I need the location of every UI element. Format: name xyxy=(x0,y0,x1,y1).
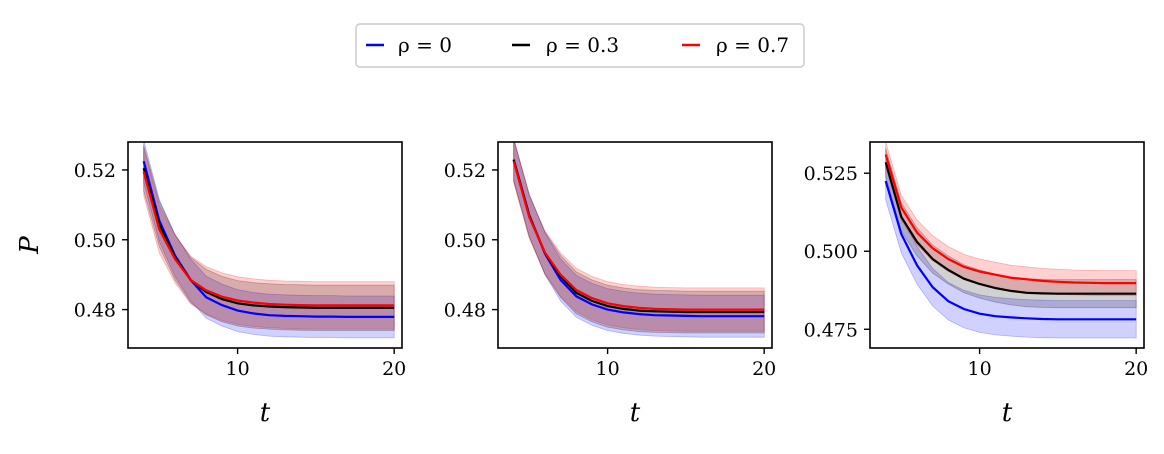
legend: ρ = 0 ρ = 0.3 ρ = 0.7 xyxy=(355,23,805,68)
y-tick-label: 0.50 xyxy=(74,230,116,252)
x-axis-label: t xyxy=(260,398,271,428)
panel-1: 10 20 0.48 0.50 0.52 t P xyxy=(15,141,406,428)
x-axis-label: t xyxy=(630,398,641,428)
band-series-0 xyxy=(885,162,1137,339)
y-tick-label: 0.52 xyxy=(444,160,486,182)
band-series-2 xyxy=(143,147,395,330)
y-tick-label: 0.50 xyxy=(444,230,486,252)
x-tick-label: 10 xyxy=(968,358,992,380)
x-tick-label: 10 xyxy=(226,358,250,380)
axes-frame xyxy=(127,141,403,349)
panel-3: 10 20 0.475 0.500 0.525 t xyxy=(804,141,1148,428)
x-axis-label: t xyxy=(1002,398,1013,428)
y-tick-label: 0.525 xyxy=(804,163,858,185)
legend-label-rho-0.3: ρ = 0.3 xyxy=(546,33,619,57)
line-series-1 xyxy=(884,161,1137,295)
line-series-2 xyxy=(512,160,765,311)
line-series-2 xyxy=(884,154,1137,285)
y-tick-label: 0.48 xyxy=(444,300,486,322)
x-tick-label: 10 xyxy=(596,358,620,380)
y-tick-label: 0.475 xyxy=(804,319,858,341)
line-series-0 xyxy=(884,180,1137,321)
legend-label-rho-0: ρ = 0 xyxy=(398,33,452,57)
y-tick-label: 0.48 xyxy=(74,300,116,322)
y-tick-label: 0.500 xyxy=(804,241,858,263)
legend-label-rho-0.7: ρ = 0.7 xyxy=(716,33,789,57)
plot-area xyxy=(512,142,765,338)
plot-area xyxy=(884,142,1137,339)
x-tick-label: 20 xyxy=(382,358,406,380)
band-series-0 xyxy=(513,142,765,338)
y-axis-label: P xyxy=(15,236,45,255)
panels: 10 20 0.48 0.50 0.52 t P 10 20 0.48 0.50 0.52 t 10 20 0… xyxy=(15,141,1148,428)
plot-area xyxy=(142,142,395,339)
panel-2: 10 20 0.48 0.50 0.52 t xyxy=(444,141,776,428)
band-series-1 xyxy=(885,148,1137,309)
line-series-2 xyxy=(142,171,395,307)
band-series-0 xyxy=(143,142,395,339)
band-series-1 xyxy=(143,145,395,331)
band-series-2 xyxy=(513,142,765,332)
axes-frame xyxy=(497,141,773,349)
line-series-0 xyxy=(512,159,765,318)
x-tick-label: 20 xyxy=(1124,358,1148,380)
x-tick-label: 20 xyxy=(752,358,776,380)
y-tick-label: 0.52 xyxy=(74,160,116,182)
band-series-1 xyxy=(513,142,765,334)
legend-frame xyxy=(355,23,805,68)
axes-frame xyxy=(869,141,1145,349)
